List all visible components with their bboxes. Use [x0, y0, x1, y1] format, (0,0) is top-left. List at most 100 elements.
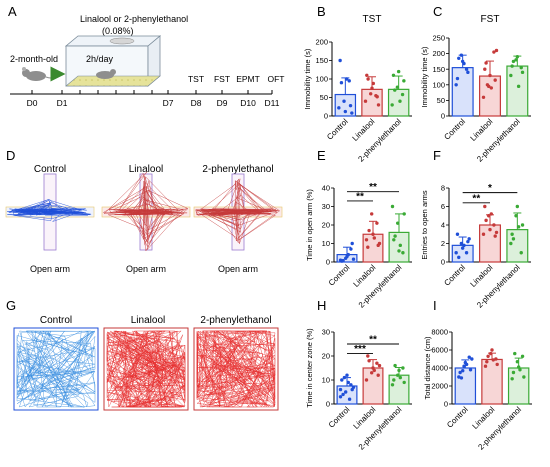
data-point — [398, 243, 402, 248]
y-tick-label: 4000 — [431, 364, 448, 373]
y-tick-label: 10 — [322, 376, 330, 385]
cage-illustration: 2h/day — [64, 35, 162, 87]
data-point — [494, 48, 499, 53]
day-label-d9: D9 — [217, 98, 228, 108]
data-point — [487, 214, 491, 218]
maze-track-path — [102, 171, 189, 252]
y-tick-label: 250 — [432, 34, 445, 43]
data-point — [492, 50, 496, 54]
data-point — [392, 378, 396, 382]
data-point — [366, 245, 370, 249]
y-axis-label: Time in open arm (%) — [305, 189, 314, 261]
data-point — [372, 368, 376, 373]
data-point — [400, 92, 405, 97]
data-point — [468, 368, 473, 372]
data-point — [489, 351, 493, 356]
data-point — [454, 83, 458, 87]
data-point — [466, 239, 470, 244]
significance-label: ** — [356, 191, 364, 202]
data-point — [494, 357, 498, 361]
day-label-d11: D11 — [265, 98, 280, 108]
open-arm-label-linalool: Open arm — [126, 264, 166, 274]
data-point — [391, 73, 396, 78]
data-point — [347, 397, 352, 401]
y-tick-label: 200 — [432, 49, 445, 58]
field-label-phenyl: 2-phenylethanol — [200, 315, 271, 326]
data-point — [351, 385, 356, 389]
data-point — [483, 204, 487, 209]
data-point — [489, 86, 493, 90]
day-label-d10: D10 — [240, 98, 256, 108]
data-point — [484, 61, 488, 65]
data-point — [393, 88, 397, 92]
test-label-oft: OFT — [268, 74, 285, 84]
y-tick-label: 8 — [441, 184, 445, 193]
data-point — [401, 251, 405, 255]
data-point — [402, 380, 406, 385]
data-point — [349, 383, 353, 387]
data-point — [390, 204, 395, 209]
category-label: Linalool — [469, 263, 495, 289]
data-point — [342, 99, 346, 103]
panel-letter-i: I — [433, 298, 437, 313]
data-point — [401, 366, 405, 370]
data-point — [375, 221, 379, 225]
data-point — [490, 348, 494, 352]
data-point — [519, 65, 523, 70]
data-point — [365, 73, 369, 78]
category-label: Control — [442, 117, 467, 142]
data-point — [464, 251, 469, 255]
data-point — [370, 86, 374, 90]
concentration-label: (0.08%) — [102, 26, 134, 36]
data-point — [520, 223, 525, 227]
data-point — [375, 361, 379, 365]
data-point — [371, 81, 375, 86]
panel-d-plus-maze: Control Linalool 2-phenylethanol Open ar… — [5, 164, 283, 274]
data-point — [396, 221, 400, 225]
data-point — [483, 67, 487, 71]
data-point — [511, 370, 516, 375]
data-point — [397, 368, 401, 373]
y-tick-label: 100 — [432, 80, 445, 89]
data-point — [339, 81, 344, 85]
open-arm-label-phenyl: Open arm — [218, 264, 258, 274]
y-tick-label: 4 — [441, 221, 445, 230]
data-point — [396, 69, 401, 74]
data-point — [462, 61, 466, 66]
chart-title: FST — [481, 14, 500, 25]
category-label: Linalool — [469, 117, 495, 143]
data-point — [464, 67, 469, 71]
data-point — [397, 249, 401, 253]
mouse-in-cage-icon — [96, 71, 114, 79]
data-point — [454, 251, 458, 255]
bar — [451, 67, 474, 117]
data-point — [489, 212, 493, 216]
y-tick-label: 0 — [324, 112, 328, 121]
mouse-icon — [22, 67, 57, 81]
y-tick-label: 10 — [322, 239, 330, 248]
schedule-label: 2h/day — [86, 54, 114, 64]
category-label: Linalool — [352, 405, 378, 431]
data-point — [348, 103, 353, 108]
data-point — [492, 223, 496, 227]
cage-label: Linalool or 2-phenylethanol — [80, 14, 188, 24]
bar — [454, 367, 477, 405]
data-point — [364, 378, 369, 382]
data-point — [522, 375, 526, 379]
data-point — [390, 103, 394, 107]
panel-letter-b: B — [317, 4, 326, 19]
bar — [506, 65, 529, 117]
data-point — [483, 364, 488, 368]
data-point — [464, 362, 469, 367]
maze-track-path — [6, 199, 92, 222]
data-point — [515, 360, 520, 364]
y-tick-label: 20 — [322, 221, 330, 230]
data-point — [341, 258, 345, 263]
data-point — [367, 228, 371, 233]
bar — [507, 367, 530, 405]
data-point — [520, 70, 525, 75]
bar — [506, 229, 529, 263]
data-point — [510, 64, 514, 68]
